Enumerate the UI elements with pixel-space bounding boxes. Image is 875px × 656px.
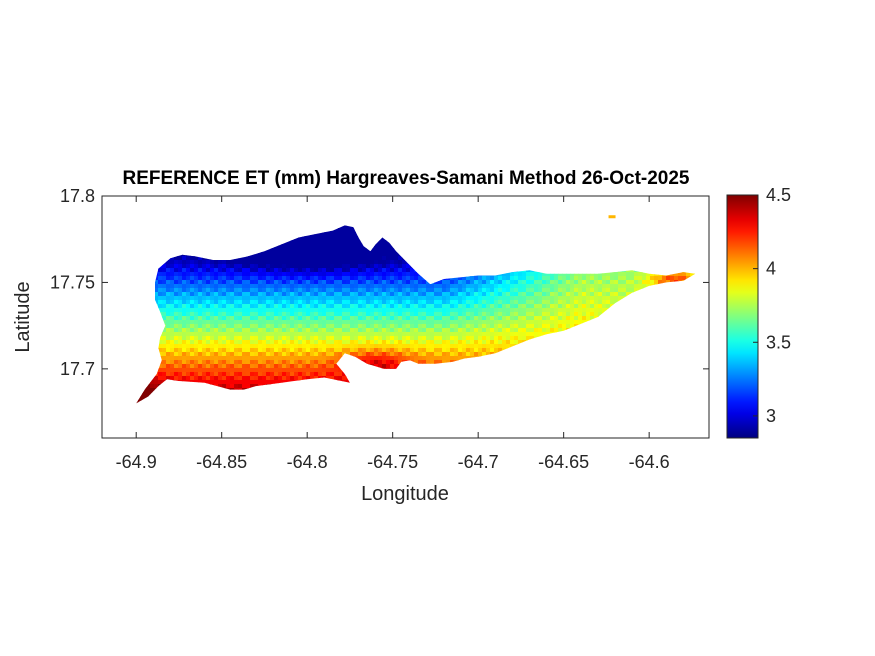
- x-tick-label: -64.85: [196, 452, 247, 472]
- colorbar-ticks: 3 3.5 4 4.5: [753, 185, 791, 426]
- x-tick-label: -64.8: [287, 452, 328, 472]
- colorbar-tick-label: 3.5: [766, 332, 791, 352]
- islet-cell: [608, 215, 616, 219]
- y-axis: 17.7 17.75 17.8: [50, 186, 709, 379]
- colorbar-tick-label: 4: [766, 259, 776, 279]
- x-tick-label: -64.65: [538, 452, 589, 472]
- y-tick-label: 17.8: [60, 186, 95, 206]
- colorbar-tick-label: 3: [766, 406, 776, 426]
- colorbar-tick-label: 4.5: [766, 185, 791, 205]
- y-axis-label: Latitude: [12, 281, 34, 352]
- y-tick-label: 17.75: [50, 272, 95, 292]
- y-tick-label: 17.7: [60, 359, 95, 379]
- islet-mark: [608, 215, 616, 219]
- x-tick-label: -64.75: [367, 452, 418, 472]
- x-axis-label: Longitude: [361, 483, 449, 505]
- plot-frame: [101, 195, 710, 439]
- x-tick-label: -64.6: [629, 452, 670, 472]
- colorbar: [726, 194, 759, 439]
- x-tick-label: -64.9: [116, 452, 157, 472]
- x-axis: -64.9 -64.85 -64.8 -64.75 -64.7 -64.65 -64.6: [116, 196, 670, 472]
- chart-title: REFERENCE ET (mm) Hargreaves-Samani Meth…: [123, 168, 690, 189]
- x-tick-label: -64.7: [458, 452, 499, 472]
